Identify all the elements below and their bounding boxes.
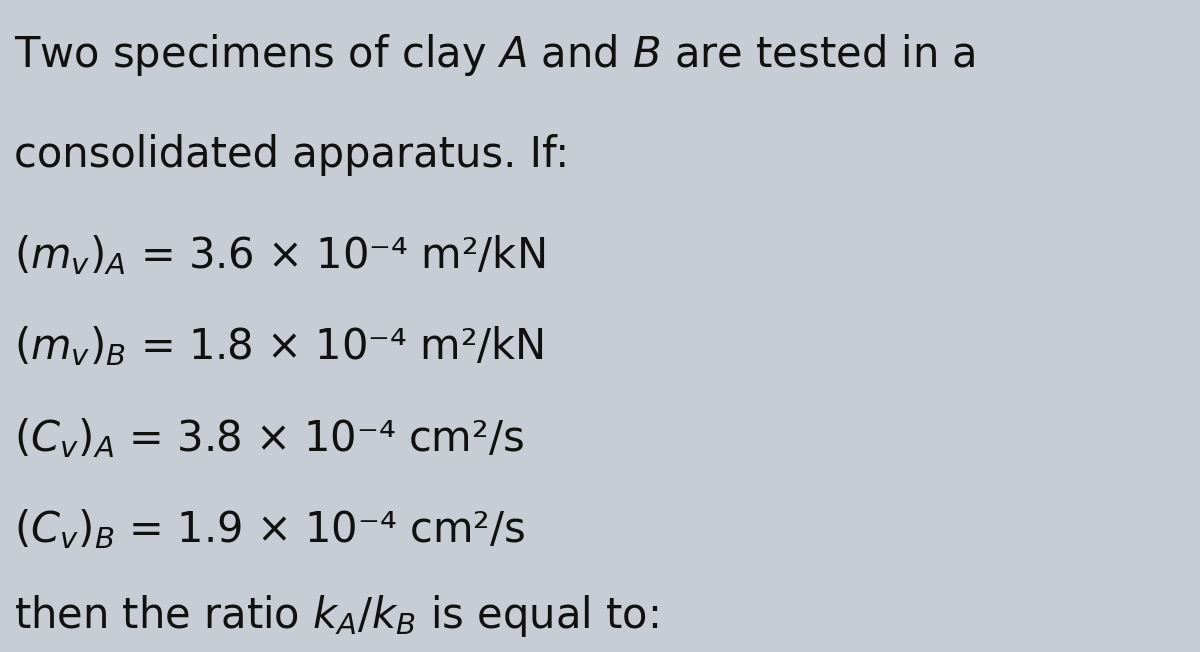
Text: consolidated apparatus. If:: consolidated apparatus. If: xyxy=(14,134,570,176)
Text: $(C_v)_B$ = 1.9 × 10⁻⁴ cm²/s: $(C_v)_B$ = 1.9 × 10⁻⁴ cm²/s xyxy=(14,507,526,551)
Text: $(m_v)_B$ = 1.8 × 10⁻⁴ m²/kN: $(m_v)_B$ = 1.8 × 10⁻⁴ m²/kN xyxy=(14,325,545,368)
Text: $(m_v)_A$ = 3.6 × 10⁻⁴ m²/kN: $(m_v)_A$ = 3.6 × 10⁻⁴ m²/kN xyxy=(14,233,546,277)
Text: Two specimens of clay $\mathit{A}$ and $\mathit{B}$ are tested in a: Two specimens of clay $\mathit{A}$ and $… xyxy=(14,32,976,78)
Text: then the ratio $k_A$/$k_B$ is equal to:: then the ratio $k_A$/$k_B$ is equal to: xyxy=(14,593,659,639)
Text: $(C_v)_A$ = 3.8 × 10⁻⁴ cm²/s: $(C_v)_A$ = 3.8 × 10⁻⁴ cm²/s xyxy=(14,416,524,460)
